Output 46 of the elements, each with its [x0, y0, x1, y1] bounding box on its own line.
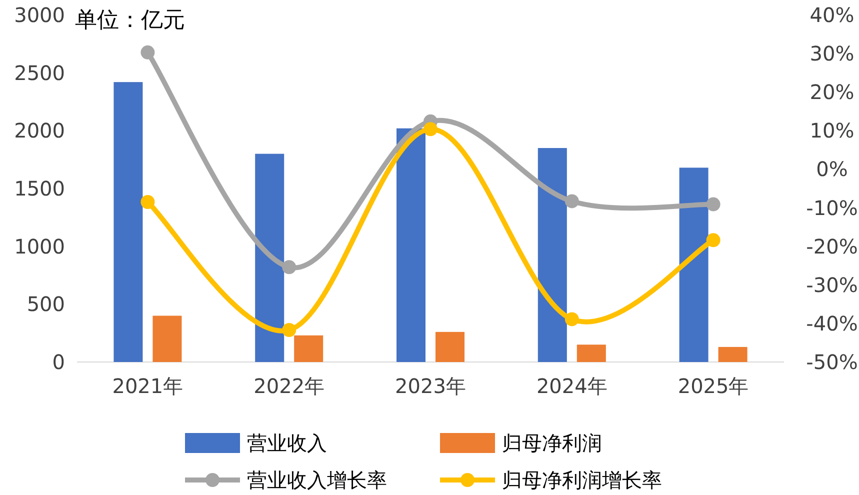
point — [706, 233, 720, 248]
y-axis-title: 单位：亿元 — [75, 8, 185, 33]
y2-tick-label: 10% — [810, 118, 854, 143]
y-tick-label: 2000 — [14, 118, 65, 143]
x-tick-label: 2022年 — [254, 374, 325, 398]
legend-label: 归母净利润 — [502, 431, 602, 455]
point — [706, 197, 720, 212]
x-tick-label: 2021年 — [112, 374, 184, 398]
bar — [396, 128, 426, 362]
bar — [576, 344, 606, 362]
bar — [152, 316, 182, 362]
y-tick-label: 1500 — [14, 176, 65, 200]
y2-tick-label: -10% — [806, 196, 858, 220]
y2-tick-label: 20% — [810, 80, 854, 104]
point — [564, 312, 579, 326]
point — [282, 260, 296, 274]
point — [140, 45, 155, 60]
y-tick-label: 1000 — [14, 234, 65, 258]
bar — [294, 335, 324, 362]
bar — [538, 148, 567, 362]
y-tick-label: 3000 — [14, 3, 65, 27]
y2-tick-label: 0% — [816, 157, 848, 182]
y2-tick-label: -30% — [806, 272, 858, 297]
legend-label: 营业收入 — [247, 431, 327, 455]
y-tick-label: 2500 — [14, 60, 65, 85]
point — [564, 194, 579, 208]
bar — [255, 154, 284, 362]
y2-tick-label: 30% — [810, 42, 854, 66]
y2-tick-label: -40% — [806, 311, 858, 336]
legend-label: 营业收入增长率 — [247, 468, 387, 492]
bar — [679, 168, 708, 362]
point — [140, 194, 155, 209]
x-tick-label: 2024年 — [536, 374, 608, 398]
x-tick-label: 2023年 — [395, 374, 466, 398]
y-tick-label: 500 — [26, 292, 65, 316]
y2-tick-label: -50% — [806, 350, 858, 374]
y-tick-label: 0 — [52, 350, 65, 374]
bar — [718, 346, 748, 362]
legend-label: 归母净利润增长率 — [502, 468, 662, 492]
y2-tick-label: 40% — [810, 3, 854, 27]
point — [424, 122, 438, 136]
x-tick-label: 2025年 — [678, 374, 749, 398]
bar — [114, 82, 143, 362]
bar — [436, 332, 464, 362]
y2-tick-label: -20% — [806, 234, 858, 258]
point — [282, 323, 296, 337]
